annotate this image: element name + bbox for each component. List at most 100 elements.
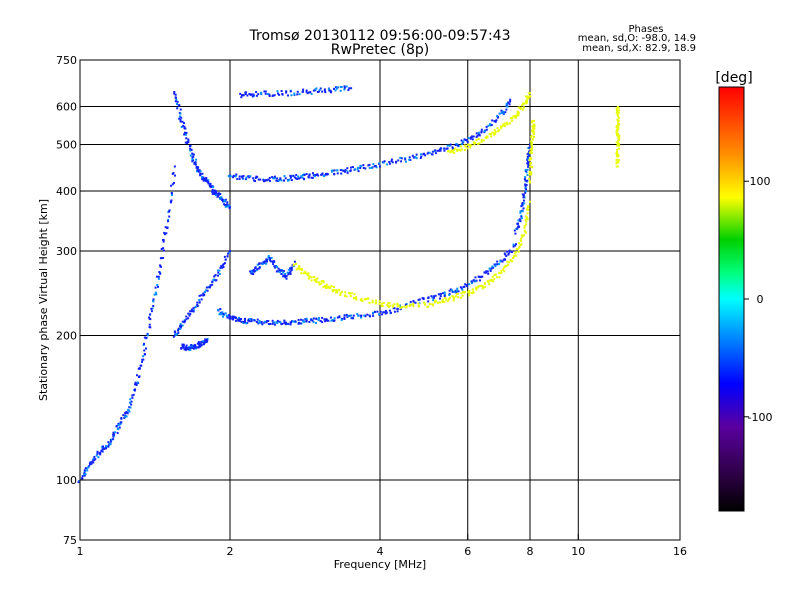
data-point (235, 317, 238, 320)
data-point (333, 289, 336, 292)
data-point (179, 327, 182, 330)
data-point (616, 128, 619, 131)
data-point (299, 322, 302, 325)
data-point (519, 211, 522, 214)
data-point (178, 115, 181, 118)
data-point (217, 271, 220, 274)
data-point (381, 304, 384, 307)
data-point (201, 341, 204, 344)
data-point (348, 292, 351, 295)
data-point (245, 322, 248, 325)
data-point (226, 255, 229, 258)
data-point (404, 303, 407, 306)
data-point (493, 128, 496, 131)
data-point (245, 176, 248, 179)
data-point (292, 320, 295, 323)
data-point (526, 152, 529, 155)
data-point (253, 270, 256, 273)
data-point (527, 208, 530, 211)
data-point (158, 271, 161, 274)
data-point (478, 276, 481, 279)
data-point (367, 297, 370, 300)
data-point (434, 149, 437, 152)
data-point (431, 296, 434, 299)
data-point (219, 312, 222, 315)
data-point (508, 103, 511, 106)
data-point (411, 154, 414, 157)
data-point (192, 309, 195, 312)
data-point (239, 92, 242, 95)
data-point (185, 344, 188, 347)
data-point (371, 299, 374, 302)
data-point (242, 94, 245, 97)
data-point (404, 158, 407, 161)
data-point (510, 119, 513, 122)
data-point (491, 119, 494, 122)
data-point (224, 312, 227, 315)
data-point (528, 150, 531, 153)
data-point (254, 266, 257, 269)
data-point (173, 92, 176, 95)
data-point (351, 166, 354, 169)
data-point (193, 162, 196, 165)
data-point (494, 130, 497, 133)
data-point (205, 286, 208, 289)
data-point (320, 282, 323, 285)
data-point (162, 239, 165, 242)
data-point (507, 101, 510, 104)
data-point (125, 411, 128, 414)
data-point (329, 286, 332, 289)
data-point (251, 272, 254, 275)
data-point (617, 125, 620, 128)
data-point (172, 181, 175, 184)
data-point (124, 414, 127, 417)
data-point (486, 280, 489, 283)
data-point (412, 156, 415, 159)
data-point (189, 345, 192, 348)
data-point (331, 289, 334, 292)
data-point (317, 174, 320, 177)
data-point (457, 290, 460, 293)
data-point (280, 90, 283, 93)
data-point (439, 295, 442, 298)
data-point (472, 135, 475, 138)
data-point (310, 176, 313, 179)
data-point (306, 274, 309, 277)
data-point (491, 265, 494, 268)
data-point (533, 123, 536, 126)
data-point (322, 280, 325, 283)
data-point (130, 400, 133, 403)
data-point (190, 308, 193, 311)
data-point (455, 291, 458, 294)
data-point (290, 320, 293, 323)
y-tick-label: 200 (56, 330, 77, 343)
data-point (502, 110, 505, 113)
data-point (129, 398, 132, 401)
data-point (243, 317, 246, 320)
data-point (433, 301, 436, 304)
colorbar (718, 86, 745, 512)
data-point (497, 130, 500, 133)
data-point (195, 166, 198, 169)
data-point (528, 158, 531, 161)
data-point (360, 297, 363, 300)
data-point (117, 428, 120, 431)
data-point (383, 160, 386, 163)
data-point (182, 124, 185, 127)
data-point (526, 161, 529, 164)
data-point (199, 345, 202, 348)
data-point (322, 281, 325, 284)
data-point (314, 88, 317, 91)
data-point (83, 474, 86, 477)
data-point (154, 291, 157, 294)
data-point (179, 108, 182, 111)
data-point (386, 304, 389, 307)
data-point (343, 87, 346, 90)
data-point (112, 438, 115, 441)
data-point (399, 307, 402, 310)
data-point (439, 147, 442, 150)
data-point (162, 249, 165, 252)
data-point (269, 179, 272, 182)
data-point (148, 316, 151, 319)
data-point (513, 255, 516, 258)
